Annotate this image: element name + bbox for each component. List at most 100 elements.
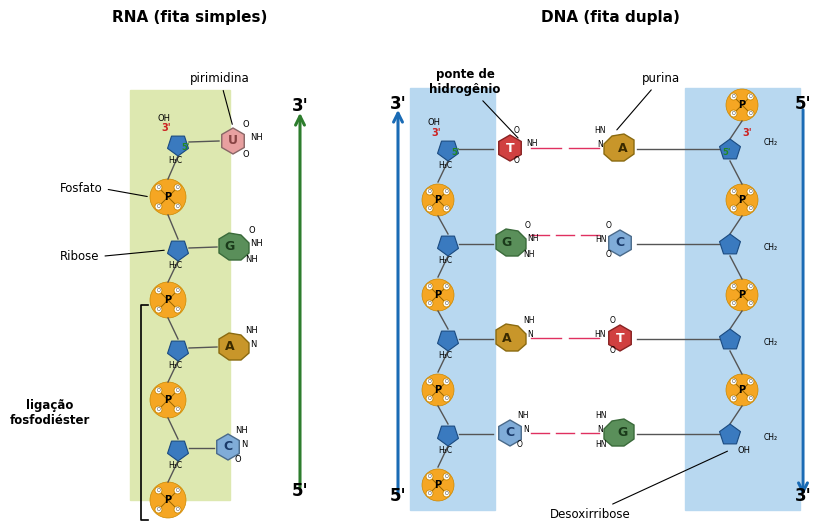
Text: NH: NH — [526, 139, 537, 148]
Polygon shape — [609, 325, 631, 351]
Text: O: O — [749, 111, 752, 116]
Text: O: O — [749, 396, 752, 401]
Circle shape — [730, 188, 737, 195]
Text: O: O — [156, 488, 160, 493]
Circle shape — [443, 378, 450, 385]
Polygon shape — [168, 241, 188, 261]
Circle shape — [155, 506, 162, 513]
Text: ligação
fosfodiéster: ligação fosfodiéster — [10, 399, 91, 427]
Text: P: P — [435, 480, 442, 490]
Text: O: O — [243, 150, 249, 159]
Circle shape — [174, 406, 181, 413]
Circle shape — [174, 306, 181, 313]
Text: O: O — [444, 284, 449, 289]
Text: 3': 3' — [742, 128, 751, 138]
Text: O: O — [428, 379, 431, 384]
Text: O: O — [444, 301, 449, 306]
Text: NH: NH — [250, 133, 263, 142]
Text: H₃C: H₃C — [168, 261, 182, 270]
Text: O: O — [732, 94, 736, 99]
Polygon shape — [499, 135, 521, 161]
Polygon shape — [168, 441, 188, 461]
Text: OH: OH — [158, 114, 171, 123]
Text: C: C — [223, 440, 233, 454]
Text: O: O — [525, 221, 531, 230]
Text: Fosfato: Fosfato — [60, 182, 147, 197]
Text: O: O — [428, 206, 431, 211]
Text: P: P — [738, 195, 746, 205]
Text: H₃C: H₃C — [168, 361, 182, 370]
Circle shape — [443, 300, 450, 307]
Polygon shape — [438, 236, 458, 256]
Text: O: O — [156, 407, 160, 412]
Text: O: O — [514, 126, 520, 135]
Polygon shape — [168, 136, 188, 156]
Polygon shape — [219, 333, 249, 360]
Text: H₃C: H₃C — [168, 156, 182, 165]
Circle shape — [747, 110, 754, 117]
Text: O: O — [732, 284, 736, 289]
Text: O: O — [749, 189, 752, 194]
Text: O: O — [444, 491, 449, 496]
Text: O: O — [610, 346, 616, 355]
Circle shape — [730, 378, 737, 385]
Text: O: O — [175, 388, 179, 393]
Text: P: P — [738, 385, 746, 395]
Circle shape — [726, 184, 758, 216]
Text: O: O — [249, 226, 256, 235]
Circle shape — [747, 188, 754, 195]
Text: P: P — [435, 290, 442, 300]
Text: ponte de
hidrogênio: ponte de hidrogênio — [430, 68, 518, 138]
Text: 3': 3' — [431, 128, 440, 138]
Text: O: O — [175, 288, 179, 293]
Text: 5': 5' — [451, 148, 459, 157]
Text: N: N — [250, 340, 257, 349]
Text: G: G — [618, 427, 628, 439]
Text: O: O — [428, 474, 431, 479]
Polygon shape — [216, 434, 239, 460]
Text: A: A — [618, 142, 628, 155]
Text: O: O — [732, 111, 736, 116]
Circle shape — [422, 279, 454, 311]
Circle shape — [726, 89, 758, 121]
Text: N: N — [241, 440, 248, 449]
Text: O: O — [243, 120, 249, 129]
Circle shape — [426, 490, 433, 497]
Polygon shape — [438, 141, 458, 161]
Text: HN: HN — [596, 411, 607, 420]
Text: O: O — [156, 204, 160, 209]
Text: 3': 3' — [389, 95, 407, 113]
Text: O: O — [428, 284, 431, 289]
Text: NH: NH — [250, 239, 263, 248]
Text: O: O — [514, 156, 520, 165]
Circle shape — [443, 473, 450, 480]
Circle shape — [155, 184, 162, 191]
Text: O: O — [610, 316, 616, 325]
Circle shape — [747, 205, 754, 212]
Text: H₃C: H₃C — [168, 461, 182, 470]
Circle shape — [155, 306, 162, 313]
Text: P: P — [435, 195, 442, 205]
Circle shape — [174, 203, 181, 210]
Text: O: O — [175, 185, 179, 190]
Text: O: O — [732, 396, 736, 401]
Circle shape — [730, 395, 737, 402]
Text: O: O — [156, 507, 160, 512]
Text: O: O — [428, 396, 431, 401]
Circle shape — [426, 378, 433, 385]
Circle shape — [155, 487, 162, 494]
Text: O: O — [749, 206, 752, 211]
Text: N: N — [523, 425, 528, 434]
Text: O: O — [175, 407, 179, 412]
Circle shape — [174, 387, 181, 394]
Text: 5': 5' — [181, 143, 189, 152]
Polygon shape — [438, 426, 458, 446]
Bar — [410, 88, 495, 510]
Circle shape — [150, 179, 186, 215]
Text: O: O — [156, 307, 160, 312]
Text: N: N — [527, 330, 532, 339]
Text: O: O — [444, 474, 449, 479]
Circle shape — [422, 469, 454, 501]
Circle shape — [422, 374, 454, 406]
Circle shape — [155, 406, 162, 413]
